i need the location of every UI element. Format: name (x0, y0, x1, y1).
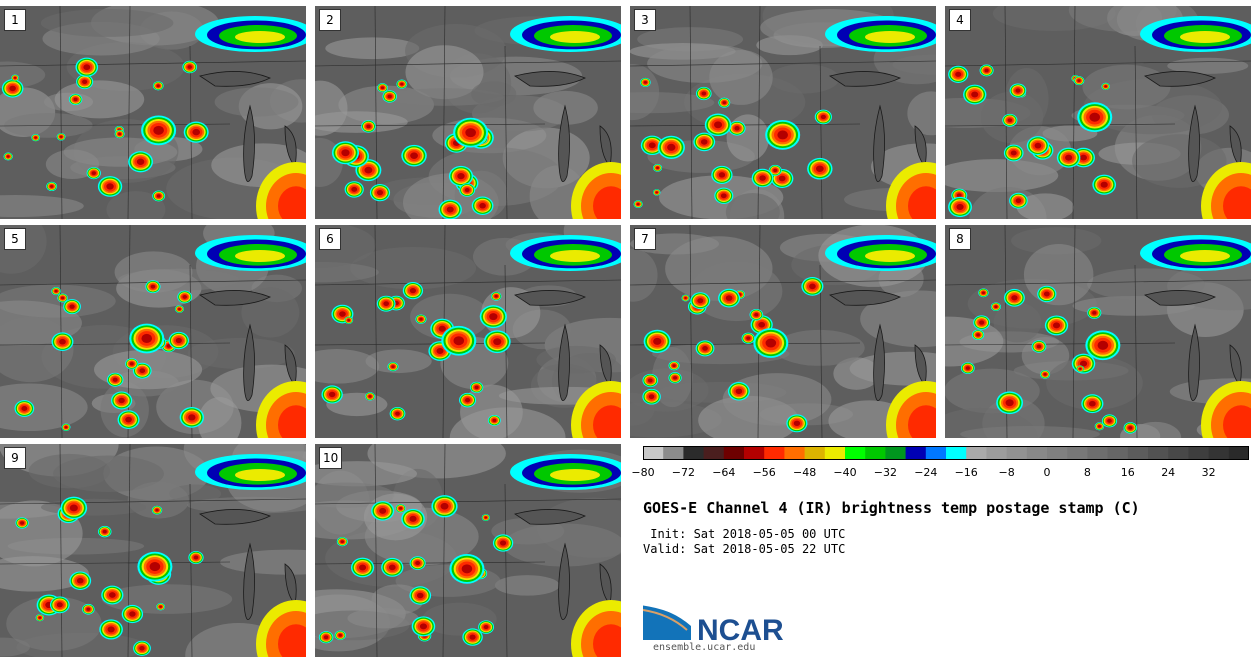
site-url: ensemble.ucar.edu (653, 642, 756, 653)
colorbar-swatch (1067, 446, 1088, 460)
colorbar-swatch (824, 446, 846, 460)
colorbar-swatch (845, 446, 866, 460)
colorbar-swatch (804, 446, 826, 460)
colorbar-swatch (764, 446, 785, 460)
colorbar-tick-label: 16 (1120, 466, 1135, 479)
panel-number-label: 7 (634, 228, 656, 250)
colorbar-swatch (885, 446, 907, 460)
panel-number-label: 3 (634, 9, 656, 31)
satellite-map (945, 6, 1251, 219)
colorbar-swatch (1208, 446, 1230, 460)
satellite-map (0, 444, 306, 657)
satellite-map (945, 225, 1251, 438)
colorbar-swatch (966, 446, 987, 460)
colorbar-swatch (1228, 446, 1249, 460)
logo-text: NCAR (697, 614, 784, 647)
colorbar (643, 446, 1249, 460)
colorbar-tick-label: 0 (1043, 466, 1051, 479)
colorbar-swatch (663, 446, 684, 460)
colorbar-swatch (1168, 446, 1189, 460)
colorbar-tick-label: −64 (712, 466, 736, 479)
colorbar-swatch (1127, 446, 1149, 460)
colorbar-tick-label: −24 (914, 466, 938, 479)
panel-number-label: 1 (4, 9, 26, 31)
colorbar-swatch (1148, 446, 1169, 460)
colorbar-swatch (905, 446, 927, 460)
colorbar-tick-label: −56 (752, 466, 776, 479)
colorbar-tick-label: −80 (631, 466, 655, 479)
ensemble-member-panel: 10 (315, 444, 621, 657)
figure-title: GOES-E Channel 4 (IR) brightness temp po… (643, 499, 1140, 517)
panel-number-label: 5 (4, 228, 26, 250)
satellite-map (315, 225, 621, 438)
ensemble-member-panel: 1 (0, 6, 306, 219)
colorbar-swatch (946, 446, 967, 460)
colorbar-swatch (723, 446, 745, 460)
panel-number-label: 2 (319, 9, 341, 31)
colorbar-swatch (643, 446, 664, 460)
panel-number-label: 9 (4, 447, 26, 469)
colorbar-swatch (1087, 446, 1109, 460)
satellite-map (0, 225, 306, 438)
satellite-map (315, 444, 621, 657)
panel-number-label: 4 (949, 9, 971, 31)
satellite-map (315, 6, 621, 219)
colorbar-swatch (1047, 446, 1068, 460)
colorbar-tick-label: −32 (873, 466, 897, 479)
colorbar-swatch (865, 446, 886, 460)
init-time: Init: Sat 2018-05-05 00 UTC (643, 527, 846, 541)
ncar-logo: NCAR (643, 602, 784, 647)
colorbar-swatch (925, 446, 947, 460)
colorbar-tick-label: −16 (954, 466, 978, 479)
colorbar-tick-label: 8 (1083, 466, 1091, 479)
colorbar-tick-label: 24 (1161, 466, 1176, 479)
colorbar-tick-label: −72 (671, 466, 695, 479)
colorbar-swatch (703, 446, 725, 460)
ensemble-member-panel: 7 (630, 225, 936, 438)
colorbar-tick-label: 32 (1201, 466, 1216, 479)
satellite-map (630, 225, 936, 438)
ensemble-member-panel: 8 (945, 225, 1251, 438)
colorbar-swatch (1026, 446, 1048, 460)
colorbar-swatch (744, 446, 765, 460)
ensemble-member-panel: 5 (0, 225, 306, 438)
panel-number-label: 8 (949, 228, 971, 250)
valid-time: Valid: Sat 2018-05-05 22 UTC (643, 542, 846, 556)
ensemble-member-panel: 4 (945, 6, 1251, 219)
ensemble-member-panel: 3 (630, 6, 936, 219)
panel-number-label: 10 (319, 447, 343, 469)
colorbar-swatch (1188, 446, 1210, 460)
colorbar-swatch (1006, 446, 1028, 460)
panel-number-label: 6 (319, 228, 341, 250)
ensemble-member-panel: 6 (315, 225, 621, 438)
colorbar-swatch (683, 446, 705, 460)
colorbar-tick-label: −8 (998, 466, 1015, 479)
ensemble-member-panel: 2 (315, 6, 621, 219)
colorbar-swatch (1107, 446, 1129, 460)
colorbar-swatch (784, 446, 806, 460)
colorbar-tick-label: −48 (792, 466, 817, 479)
colorbar-swatch (986, 446, 1008, 460)
satellite-map (630, 6, 936, 219)
satellite-map (0, 6, 306, 219)
ensemble-member-panel: 9 (0, 444, 306, 657)
colorbar-tick-label: −40 (833, 466, 857, 479)
